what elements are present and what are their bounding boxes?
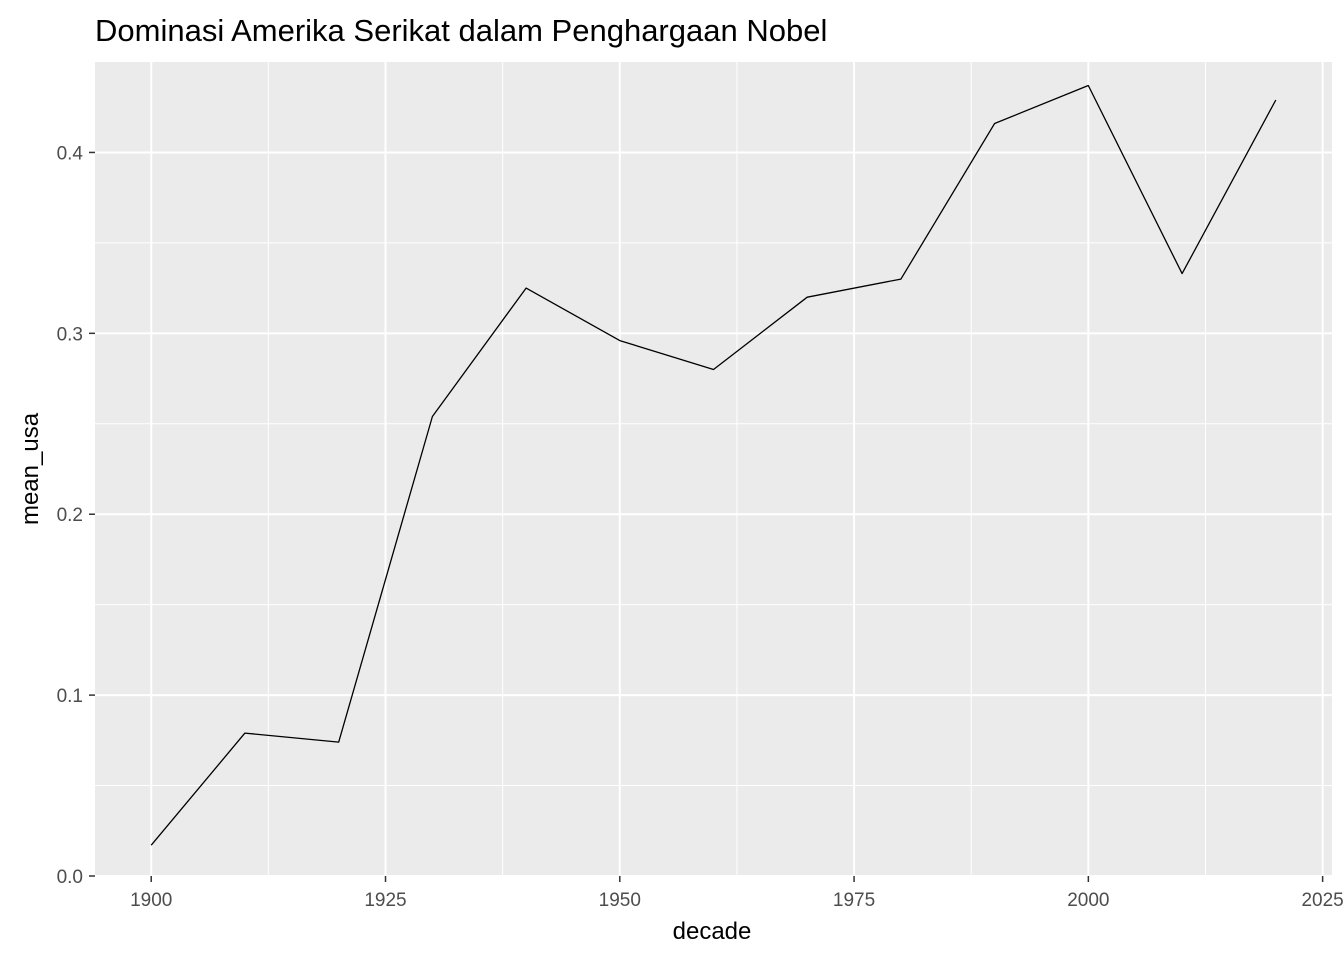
- plot-panel: [95, 62, 1332, 876]
- y-axis-title: mean_usa: [17, 412, 44, 525]
- minor-gridlines: [95, 62, 1332, 876]
- x-tick-label: 2025: [1301, 890, 1343, 911]
- series-layer: [150, 84, 1277, 846]
- y-tick-label: 0.3: [57, 324, 83, 345]
- x-tick-label: 1900: [130, 890, 172, 911]
- x-axis: 1900 1925 1950 1975 2000 2025: [130, 876, 1344, 911]
- y-axis: 0.0 0.1 0.2 0.3 0.4: [57, 143, 95, 888]
- x-tick-label: 1925: [364, 890, 406, 911]
- y-tick-label: 0.4: [57, 143, 84, 164]
- y-tick-label: 0.2: [57, 505, 83, 526]
- x-tick-label: 1975: [833, 890, 875, 911]
- x-axis-title: decade: [673, 918, 752, 945]
- chart-title: Dominasi Amerika Serikat dalam Pengharga…: [95, 13, 827, 48]
- y-tick-label: 0.0: [57, 867, 83, 888]
- x-tick-label: 1950: [599, 890, 641, 911]
- x-tick-label: 2000: [1067, 890, 1109, 911]
- y-tick-label: 0.1: [57, 686, 83, 707]
- series-line: [150, 84, 1277, 846]
- major-gridlines: [95, 62, 1332, 877]
